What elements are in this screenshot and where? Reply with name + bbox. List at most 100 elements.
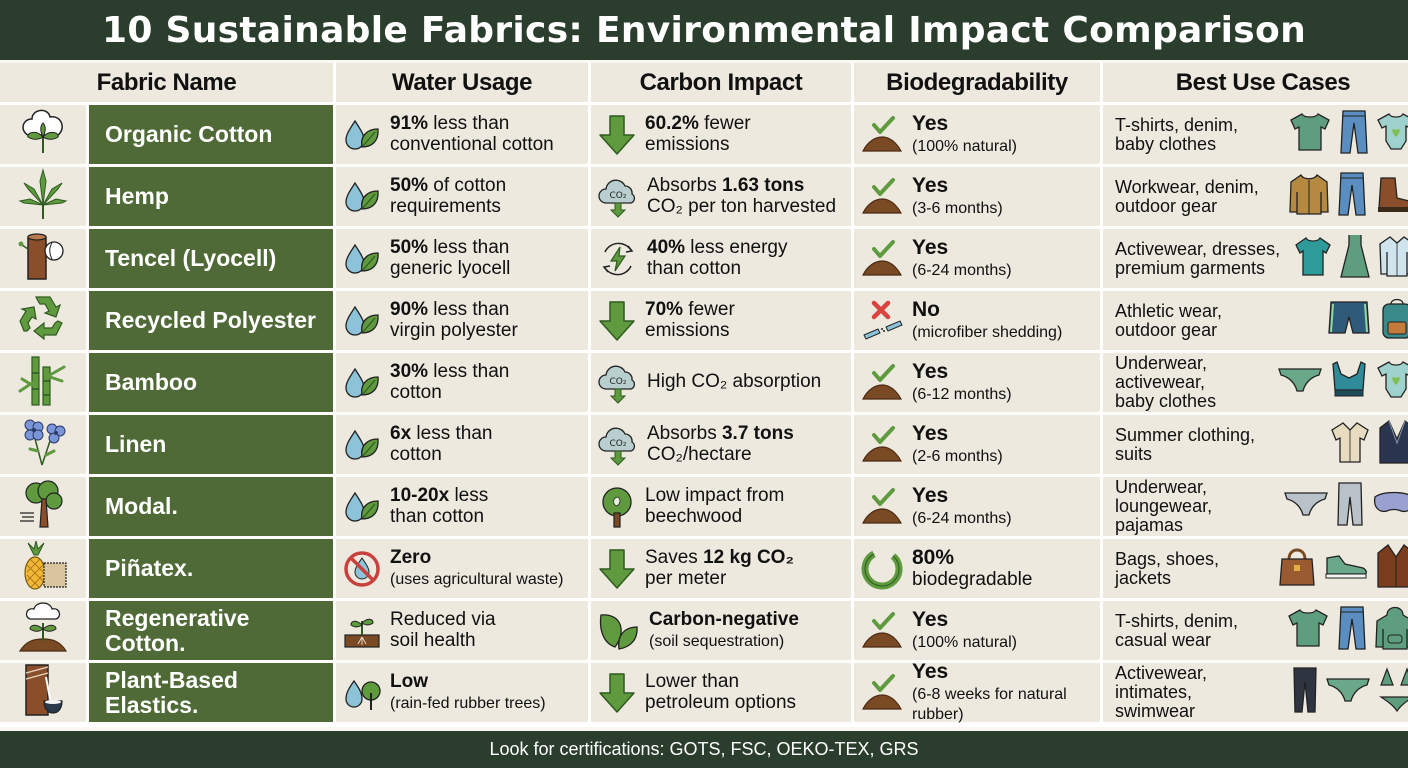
use-case-text: jackets <box>1115 567 1172 588</box>
energy-cycle-icon <box>597 238 639 280</box>
carbon-prefix: Low impact from <box>645 484 785 506</box>
baby-onesie-icon <box>1375 111 1408 158</box>
t-shirt-icon <box>1285 607 1331 654</box>
fabric-name: Regenerative Cotton. <box>89 601 333 660</box>
joggers-icon <box>1335 481 1365 532</box>
water-drop-leaf-icon <box>342 115 382 155</box>
footer-text: Look for certifications: GOTS, FSC, OEKO… <box>489 739 919 759</box>
best-use-cases-cell: Underwear, activewear, baby clothes <box>1103 353 1408 412</box>
pineapple-icon <box>16 539 70 598</box>
biodegradability-cell: Yes (6-8 weeks for natural rubber) <box>854 660 1100 724</box>
carbon-value: Carbon-negative <box>649 608 799 630</box>
biodegradable-status: Yes <box>912 174 949 198</box>
briefs-icon <box>1277 365 1323 400</box>
best-use-cases-cell: T-shirts, denim, casual wear <box>1103 601 1408 660</box>
use-case-text: outdoor gear <box>1115 195 1218 216</box>
fabric-name-label: Bamboo <box>105 369 197 396</box>
garment-icons <box>1285 605 1408 656</box>
fabric-name-label: Recycled Polyester <box>105 307 316 334</box>
water-usage-cell: 30% less than cotton <box>336 353 588 412</box>
flax-flower-icon <box>16 415 70 474</box>
check-soil-icon <box>860 423 904 467</box>
best-use-cases-cell: Underwear, loungewear, pajamas <box>1103 477 1408 536</box>
carbon-value: 3.7 tons <box>721 422 794 444</box>
arrow-down-icon <box>597 547 637 591</box>
garment-icons <box>1293 233 1408 284</box>
water-drop-tree-icon <box>342 673 382 713</box>
jeans-icon <box>1339 109 1369 160</box>
fabric-icon-cell <box>0 477 86 536</box>
fabric-name-label: Tencel (Lyocell) <box>105 245 277 272</box>
arrow-down-icon <box>597 113 637 157</box>
partial-circle-icon <box>860 547 904 591</box>
water-text: less than <box>428 298 510 320</box>
fabric-icon-cell <box>0 539 86 598</box>
carbon-prefix: Lower than <box>645 670 740 692</box>
backpack-icon <box>1377 296 1408 345</box>
fabric-name-label: Plant-Based Elastics. <box>105 667 238 718</box>
carbon-prefix: Saves <box>645 546 704 568</box>
carbon-detail: (soil sequestration) <box>649 632 785 650</box>
use-case-text: premium garments <box>1115 257 1266 278</box>
biodegradable-detail: (6-8 weeks for natural rubber) <box>912 685 1067 724</box>
garment-icons <box>1329 419 1408 470</box>
water-text: less than <box>411 422 493 444</box>
arrow-down-icon <box>597 299 637 343</box>
carbon-detail: beechwood <box>645 505 743 527</box>
water-usage-cell: 10-20x less than cotton <box>336 477 588 536</box>
biodegradable-detail: (2-6 months) <box>912 448 1003 465</box>
jeans-icon <box>1337 171 1367 222</box>
use-case-text: T-shirts, denim, <box>1115 610 1239 631</box>
comparison-table: Fabric Name Water Usage Carbon Impact Bi… <box>0 63 1408 727</box>
blouse-icon <box>1377 234 1408 283</box>
carbon-impact-cell: Low impact from beechwood <box>591 477 851 536</box>
header-biodegradability: Biodegradability <box>854 63 1100 102</box>
sports-bra-icon <box>1329 360 1369 405</box>
carbon-detail: CO₂ per ton harvested <box>647 195 837 217</box>
water-detail: (rain-fed rubber trees) <box>390 694 546 712</box>
carbon-text: fewer <box>698 112 751 134</box>
athletic-top-icon <box>1293 235 1333 282</box>
fabric-icon-cell <box>0 415 86 474</box>
carbon-impact-cell: Saves 12 kg CO₂ per meter <box>591 539 851 598</box>
t-shirt-icon <box>1287 111 1333 158</box>
bamboo-icon <box>16 353 70 412</box>
water-drop-leaf-icon <box>342 239 382 279</box>
biodegradable-status: Yes <box>912 112 949 136</box>
water-value: 91% <box>390 112 429 134</box>
co2-cloud-icon: CO₂ <box>597 175 639 219</box>
water-detail: soil health <box>390 629 476 651</box>
garment-icons <box>1287 109 1408 160</box>
biodegradable-status: No <box>912 298 940 322</box>
water-detail: generic lyocell <box>390 257 511 279</box>
biodegradability-cell: 80% biodegradable <box>854 539 1100 598</box>
water-text: less <box>449 484 489 506</box>
title-bar: 10 Sustainable Fabrics: Environmental Im… <box>0 0 1408 60</box>
leather-jacket-icon <box>1375 543 1408 594</box>
biodegradability-cell: Yes (100% natural) <box>854 105 1100 164</box>
header-water-usage: Water Usage <box>336 63 588 102</box>
biodegradability-cell: No (microfiber shedding) <box>854 291 1100 350</box>
use-case-text: Underwear, <box>1115 477 1208 498</box>
carbon-prefix: Absorbs <box>647 422 722 444</box>
check-soil-icon <box>860 175 904 219</box>
biodegradable-status: Yes <box>912 422 949 446</box>
biodegradable-detail: (100% natural) <box>912 634 1017 651</box>
fabric-icon-cell <box>0 167 86 226</box>
jeans-icon <box>1337 605 1367 656</box>
briefs-icon <box>1283 489 1329 524</box>
garment-icons <box>1327 296 1408 345</box>
fabric-icon-cell <box>0 229 86 288</box>
biodegradability-cell: Yes (6-24 months) <box>854 477 1100 536</box>
biodegradability-cell: Yes (6-24 months) <box>854 229 1100 288</box>
water-usage-cell: 50% less than generic lyocell <box>336 229 588 288</box>
check-soil-icon <box>860 609 904 653</box>
carbon-detail: emissions <box>645 319 730 341</box>
water-usage-cell: Low (rain-fed rubber trees) <box>336 663 588 722</box>
biodegradable-status: Yes <box>912 484 949 508</box>
water-drop-leaf-icon <box>342 425 382 465</box>
carbon-value: 60.2% <box>645 112 699 134</box>
water-usage-cell: 50% of cotton requirements <box>336 167 588 226</box>
best-use-cases-cell: T-shirts, denim, baby clothes <box>1103 105 1408 164</box>
water-usage-cell: 6x less than cotton <box>336 415 588 474</box>
